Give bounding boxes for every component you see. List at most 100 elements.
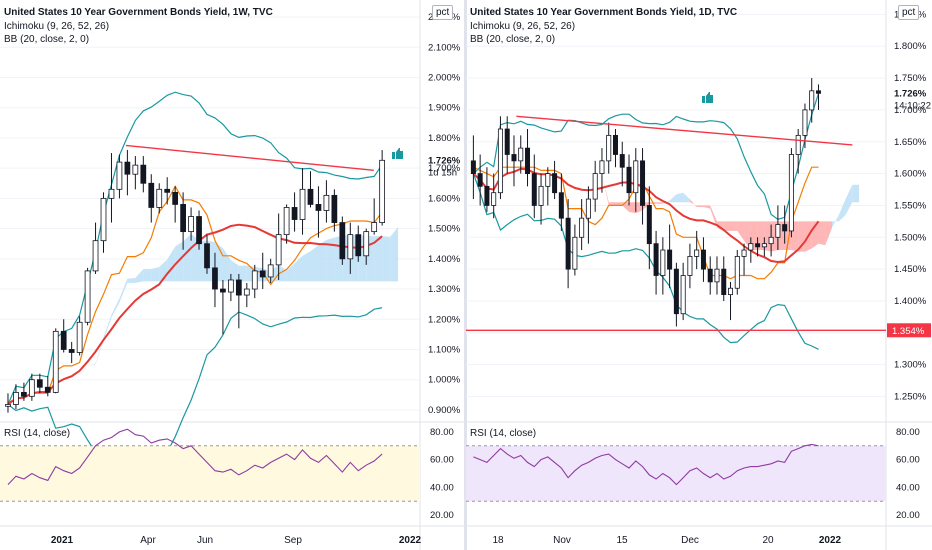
candle[interactable] bbox=[180, 192, 186, 250]
candle[interactable] bbox=[68, 341, 75, 364]
candle[interactable] bbox=[572, 224, 578, 276]
candle[interactable] bbox=[687, 243, 693, 289]
candle[interactable] bbox=[660, 237, 666, 295]
weekly-chart-canvas[interactable]: 2.200%2.100%2.000%1.900%1.800%1.700%1.60… bbox=[0, 0, 466, 550]
candle[interactable] bbox=[220, 279, 226, 335]
candle[interactable] bbox=[694, 230, 700, 270]
candle[interactable] bbox=[132, 156, 139, 190]
candle[interactable] bbox=[28, 373, 35, 401]
panel-divider[interactable] bbox=[464, 0, 467, 550]
thumbs-up-icon[interactable] bbox=[392, 148, 403, 159]
candle[interactable] bbox=[680, 262, 686, 321]
candle[interactable] bbox=[545, 167, 551, 206]
candle[interactable] bbox=[124, 150, 131, 196]
candle[interactable] bbox=[768, 224, 774, 257]
candle[interactable] bbox=[477, 154, 483, 206]
candle[interactable] bbox=[775, 205, 781, 251]
candle[interactable] bbox=[84, 267, 91, 326]
candle[interactable] bbox=[275, 213, 282, 280]
candle[interactable] bbox=[640, 148, 646, 225]
candle[interactable] bbox=[795, 129, 801, 174]
candle[interactable] bbox=[734, 250, 740, 295]
candle[interactable] bbox=[599, 148, 605, 193]
candle[interactable] bbox=[355, 225, 362, 262]
candle[interactable] bbox=[470, 135, 476, 200]
candle[interactable] bbox=[707, 256, 713, 295]
candle[interactable] bbox=[291, 192, 298, 232]
candle[interactable] bbox=[646, 186, 652, 270]
candle[interactable] bbox=[21, 382, 27, 401]
candle[interactable] bbox=[323, 180, 330, 223]
candle[interactable] bbox=[140, 156, 147, 193]
candle[interactable] bbox=[815, 84, 821, 110]
candle[interactable] bbox=[788, 148, 794, 238]
candle[interactable] bbox=[100, 192, 107, 253]
candle[interactable] bbox=[653, 230, 659, 295]
candle[interactable] bbox=[92, 222, 99, 274]
candle[interactable] bbox=[259, 252, 266, 290]
candle[interactable] bbox=[235, 273, 242, 329]
candle[interactable] bbox=[315, 186, 322, 238]
candle[interactable] bbox=[108, 153, 115, 223]
daily-unit-button[interactable]: pct bbox=[898, 5, 920, 20]
candle[interactable] bbox=[809, 78, 815, 123]
candle[interactable] bbox=[116, 154, 123, 199]
candle[interactable] bbox=[339, 216, 346, 265]
candle[interactable] bbox=[331, 189, 338, 232]
candle[interactable] bbox=[76, 316, 83, 356]
candle[interactable] bbox=[283, 204, 290, 244]
candle[interactable] bbox=[761, 237, 767, 257]
trendline[interactable] bbox=[516, 115, 853, 146]
candle[interactable] bbox=[172, 186, 179, 223]
candle[interactable] bbox=[44, 376, 51, 397]
candle[interactable] bbox=[13, 384, 19, 410]
candle[interactable] bbox=[204, 234, 210, 274]
candle[interactable] bbox=[518, 135, 524, 174]
weekly-unit-button[interactable]: pct bbox=[432, 5, 454, 20]
daily-chart-panel[interactable]: 1.850%1.800%1.750%1.700%1.650%1.600%1.55… bbox=[466, 0, 932, 550]
candle[interactable] bbox=[52, 328, 59, 394]
candle[interactable] bbox=[212, 252, 218, 308]
candle[interactable] bbox=[371, 198, 378, 235]
candle[interactable] bbox=[700, 237, 706, 282]
candle[interactable] bbox=[484, 167, 490, 212]
candle[interactable] bbox=[782, 205, 788, 244]
candle[interactable] bbox=[228, 273, 234, 302]
candle[interactable] bbox=[525, 129, 531, 187]
candle[interactable] bbox=[673, 262, 679, 327]
candle[interactable] bbox=[579, 199, 585, 251]
trendline[interactable] bbox=[125, 144, 374, 171]
candle[interactable] bbox=[164, 177, 171, 205]
candle[interactable] bbox=[748, 237, 754, 263]
candle[interactable] bbox=[60, 319, 67, 353]
candle[interactable] bbox=[619, 141, 625, 187]
candle[interactable] bbox=[565, 199, 571, 289]
candle[interactable] bbox=[148, 174, 155, 223]
candle[interactable] bbox=[251, 264, 258, 299]
candle[interactable] bbox=[612, 129, 618, 168]
candle[interactable] bbox=[196, 210, 202, 250]
candle[interactable] bbox=[379, 150, 386, 226]
candle[interactable] bbox=[585, 186, 591, 244]
candle[interactable] bbox=[299, 168, 306, 235]
candle[interactable] bbox=[606, 122, 612, 174]
candle[interactable] bbox=[307, 171, 314, 208]
candle[interactable] bbox=[592, 160, 598, 212]
candle[interactable] bbox=[267, 258, 274, 283]
candle[interactable] bbox=[511, 135, 517, 187]
candle[interactable] bbox=[741, 243, 747, 276]
thumbs-up-icon[interactable] bbox=[702, 92, 713, 103]
candle[interactable] bbox=[626, 154, 632, 206]
candle[interactable] bbox=[728, 281, 734, 321]
candle[interactable] bbox=[633, 148, 639, 212]
daily-chart-canvas[interactable]: 1.850%1.800%1.750%1.700%1.650%1.600%1.55… bbox=[466, 0, 932, 550]
candle[interactable] bbox=[538, 173, 544, 225]
candle[interactable] bbox=[5, 393, 11, 413]
candle[interactable] bbox=[558, 173, 564, 231]
candle[interactable] bbox=[188, 207, 194, 241]
candle[interactable] bbox=[667, 224, 673, 289]
candle[interactable] bbox=[36, 373, 43, 394]
candle[interactable] bbox=[347, 222, 354, 274]
candle[interactable] bbox=[755, 237, 761, 257]
candle[interactable] bbox=[552, 160, 558, 200]
